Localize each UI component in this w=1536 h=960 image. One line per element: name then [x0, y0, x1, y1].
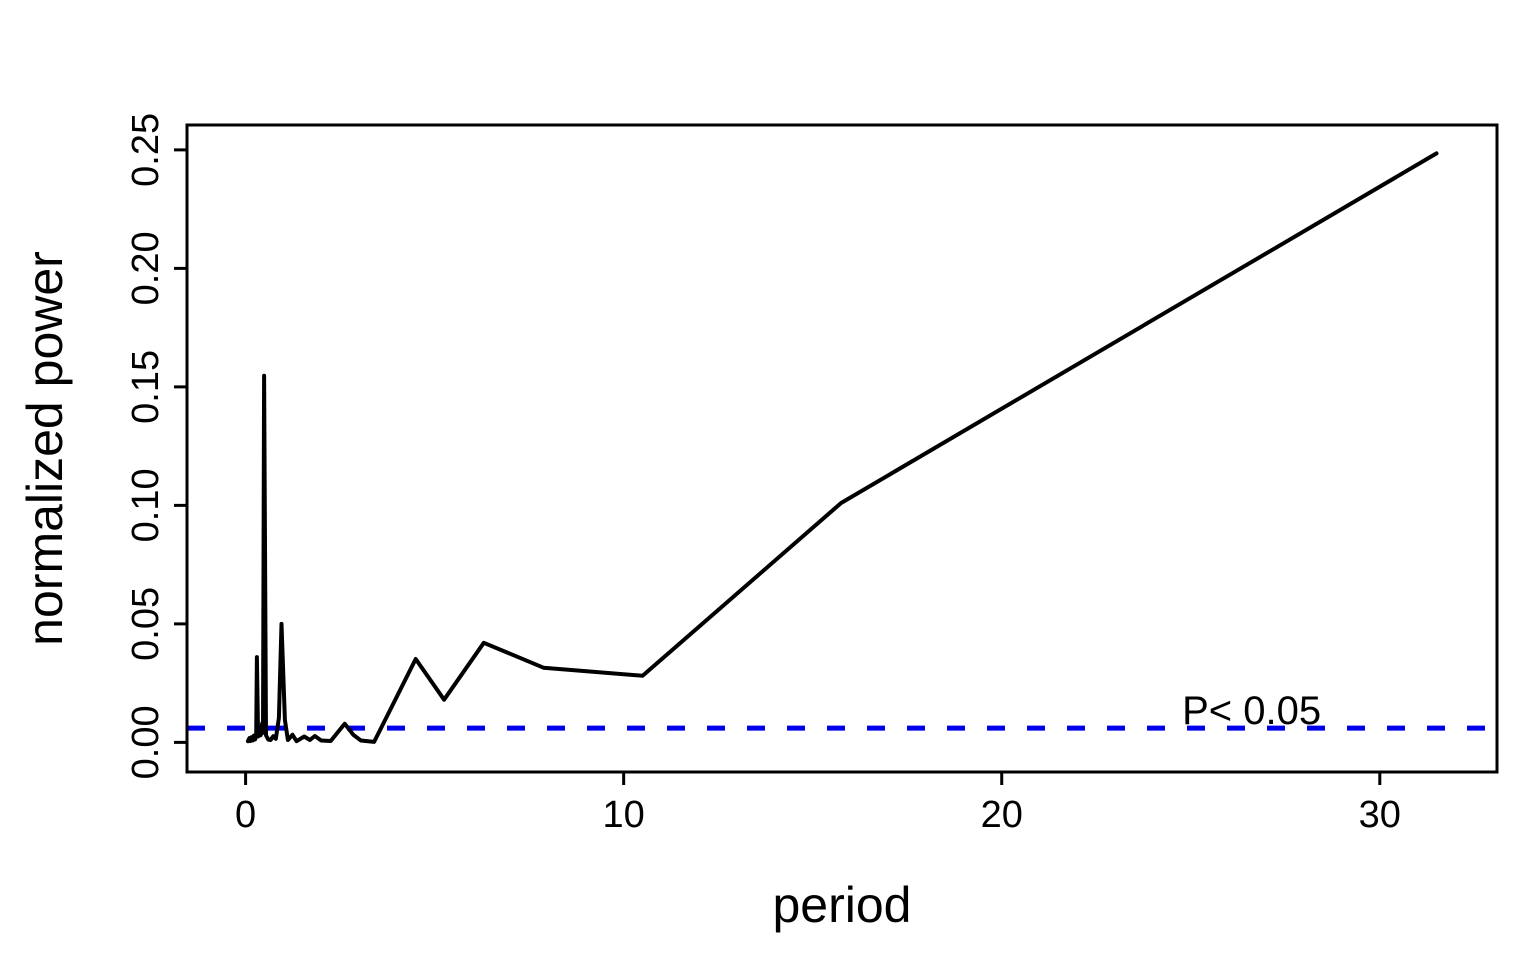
x-tick-label: 30 — [1359, 794, 1401, 836]
y-tick-label: 0.10 — [125, 468, 167, 542]
y-tick-label: 0.05 — [125, 587, 167, 661]
x-axis: 0 10 20 30 — [235, 772, 1401, 836]
x-tick-label: 10 — [603, 794, 645, 836]
x-axis-title: period — [773, 877, 912, 933]
x-tick-label: 0 — [235, 794, 256, 836]
y-axis: 0.00 0.05 0.10 0.15 0.20 0.25 — [125, 113, 187, 779]
plot-border — [185, 123, 1499, 774]
y-tick-label: 0.25 — [125, 113, 167, 187]
y-tick-label: 0.00 — [125, 705, 167, 779]
significance-label: P< 0.05 — [1182, 689, 1321, 733]
y-axis-title: normalized power — [17, 251, 73, 646]
y-tick-label: 0.20 — [125, 231, 167, 305]
x-tick-label: 20 — [981, 794, 1023, 836]
power-series-line — [245, 151, 1439, 744]
y-tick-label: 0.15 — [125, 350, 167, 424]
